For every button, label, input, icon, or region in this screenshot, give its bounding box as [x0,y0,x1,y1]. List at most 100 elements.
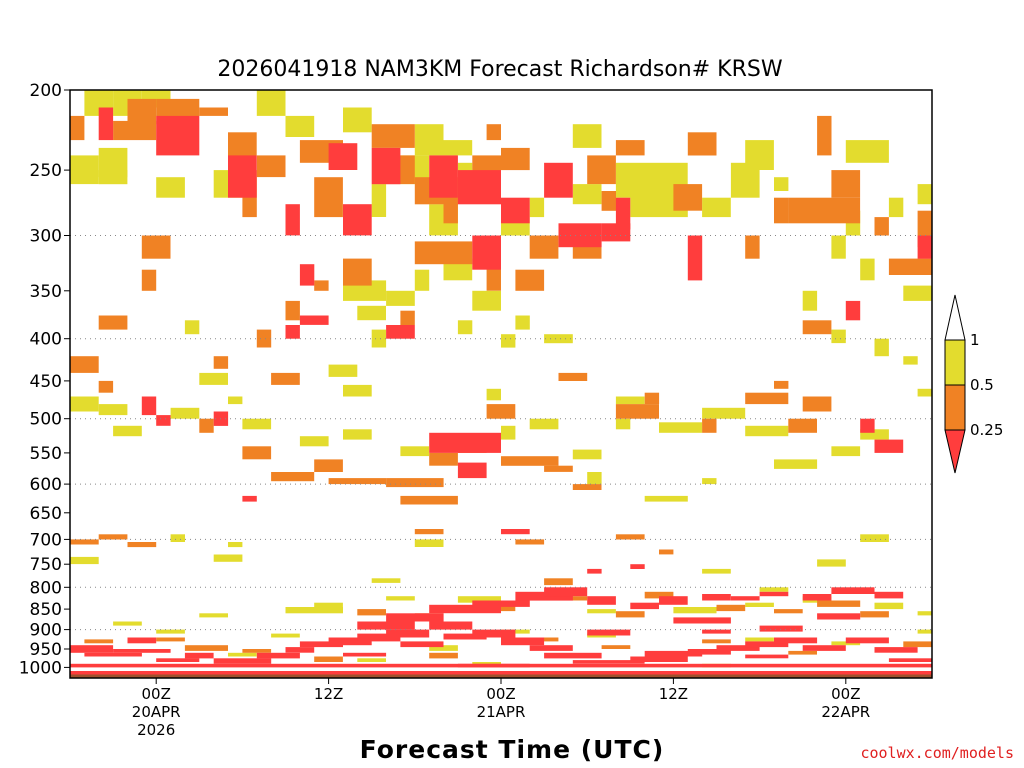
cell-f08224-72 [357,609,386,616]
cell-e3dc2e-67 [615,418,631,430]
cell-f08224-76 [615,611,645,618]
cell-e3dc2e-5 [156,177,185,198]
cell-f08224-57 [501,456,559,466]
cell-e3dc2e-42 [386,290,415,306]
cell-f08224-97 [544,578,573,586]
cell-ff3d3d-12 [457,170,501,205]
y-tick-label-750: 750 [30,555,62,575]
cell-f08224-62 [702,418,717,433]
cell-f08224-91 [788,650,817,655]
cell-f08224-80 [860,611,889,618]
y-tick-label-450: 450 [30,372,62,392]
cell-ff3d3d-63 [443,633,487,640]
cell-f08224-83 [242,649,272,653]
cell-ff3d3d-70 [644,650,703,657]
cell-ff3d3d-2 [156,115,200,156]
cell-e3dc2e-101 [156,629,185,634]
cell-f08224-1 [113,120,157,141]
cell-ff3d3d-75 [802,645,846,651]
cell-f08224-86 [702,639,731,644]
cell-f08224-18 [615,140,645,156]
cell-f08224-44 [802,320,832,335]
y-tick-label-400: 400 [30,330,62,350]
y-tick-label-650: 650 [30,504,62,524]
cell-e3dc2e-8 [285,115,315,137]
cell-f08224-0 [70,115,85,141]
cell-e3dc2e-12 [414,124,444,156]
x-tick-label-0-0: 00Z [142,685,171,703]
cell-ff3d3d-58 [328,637,372,646]
cell-ff3d3d-43 [845,300,861,321]
x-tick-label-0-1: 20APR [132,703,181,721]
credit-link[interactable]: coolwx.com/models [860,744,1014,762]
cell-e3dc2e-53 [199,372,228,385]
cell-e3dc2e-9 [343,107,372,133]
cell-f08224-13 [443,197,458,224]
y-tick-label-200: 200 [30,81,62,101]
cell-f08224-54 [429,452,458,466]
cell-ff3d3d-81 [673,617,731,624]
cell-f08224-37 [774,197,789,224]
cell-f08224-26 [256,329,272,348]
cell-f08224-19 [601,191,616,211]
cell-ff3d3d-27 [501,529,530,535]
cell-f08224-28 [314,280,329,291]
cell-ff3d3d-10 [386,325,415,339]
cell-ff3d3d-89 [745,654,789,659]
cell-e3dc2e-56 [98,404,128,416]
cell-e3dc2e-28 [917,184,932,205]
cell-f08224-77 [716,604,746,612]
cell-e3dc2e-26 [845,140,889,163]
cell-e3dc2e-51 [343,384,372,397]
cell-ff3d3d-64 [472,629,516,638]
x-axis-title: Forecast Time (UTC) [360,735,665,764]
y-tick-label-300: 300 [30,227,62,247]
cell-ff3d3d-44 [917,235,932,259]
cell-f08224-42 [888,258,932,275]
cell-ff3d3d-59 [357,633,401,642]
cell-ff3d3d-69 [630,656,688,662]
cell-ff3d3d-18 [615,197,631,230]
cell-e3dc2e-109 [184,320,200,335]
x-tick-label-2-1: 21APR [477,703,526,721]
cell-f08224-79 [817,600,861,607]
cell-f08224-4 [199,107,228,116]
cell-e3dc2e-25 [774,177,789,191]
cell-ff3d3d-51 [113,649,171,653]
cell-e3dc2e-54 [170,407,200,419]
y-tick-label-500: 500 [30,410,62,430]
cell-ff3d3d-39 [759,591,789,597]
plot-area: 200 250 300 350 400 450 500 550 600 650 700 750 8008… [19,81,933,739]
cell-ff3d3d-9 [371,147,401,185]
cell-e3dc2e-93 [860,534,889,542]
cell-ff3d3d-28 [357,621,415,630]
cell-f08224-10 [371,124,415,148]
cell-f08224-87 [156,637,185,642]
y-tick-label-850: 850 [30,600,62,620]
cell-f08224-46 [98,380,114,393]
cell-f08224-36 [745,235,760,259]
cell-f08224-23 [141,269,157,291]
cell-f08224-65 [802,396,832,412]
cell-ff3d3d-72 [716,645,760,651]
ground-layer [70,674,932,678]
cell-e3dc2e-45 [472,290,501,311]
cell-e3dc2e-82 [314,602,343,607]
y-tick-label-550: 550 [30,444,62,464]
cell-e3dc2e-74 [644,495,688,502]
cell-e3dc2e-91 [759,587,789,592]
cell-ff3d3d-86 [587,629,631,636]
cell-ff3d3d-22 [156,415,171,426]
cell-ff3d3d-85 [343,652,387,657]
cell-e3dc2e-7 [256,90,286,116]
cell-f08224-16 [501,147,530,171]
cell-ff3d3d-6 [299,315,329,325]
cell-ff3d3d-84 [702,629,731,634]
cell-e3dc2e-108 [98,170,128,185]
cell-e3dc2e-22 [702,197,731,218]
cell-ff3d3d-71 [687,649,731,655]
cell-ff3d3d-40 [802,594,832,601]
x-tick-label-4-0: 00Z [831,685,860,703]
cell-ff3d3d-65 [501,637,545,646]
